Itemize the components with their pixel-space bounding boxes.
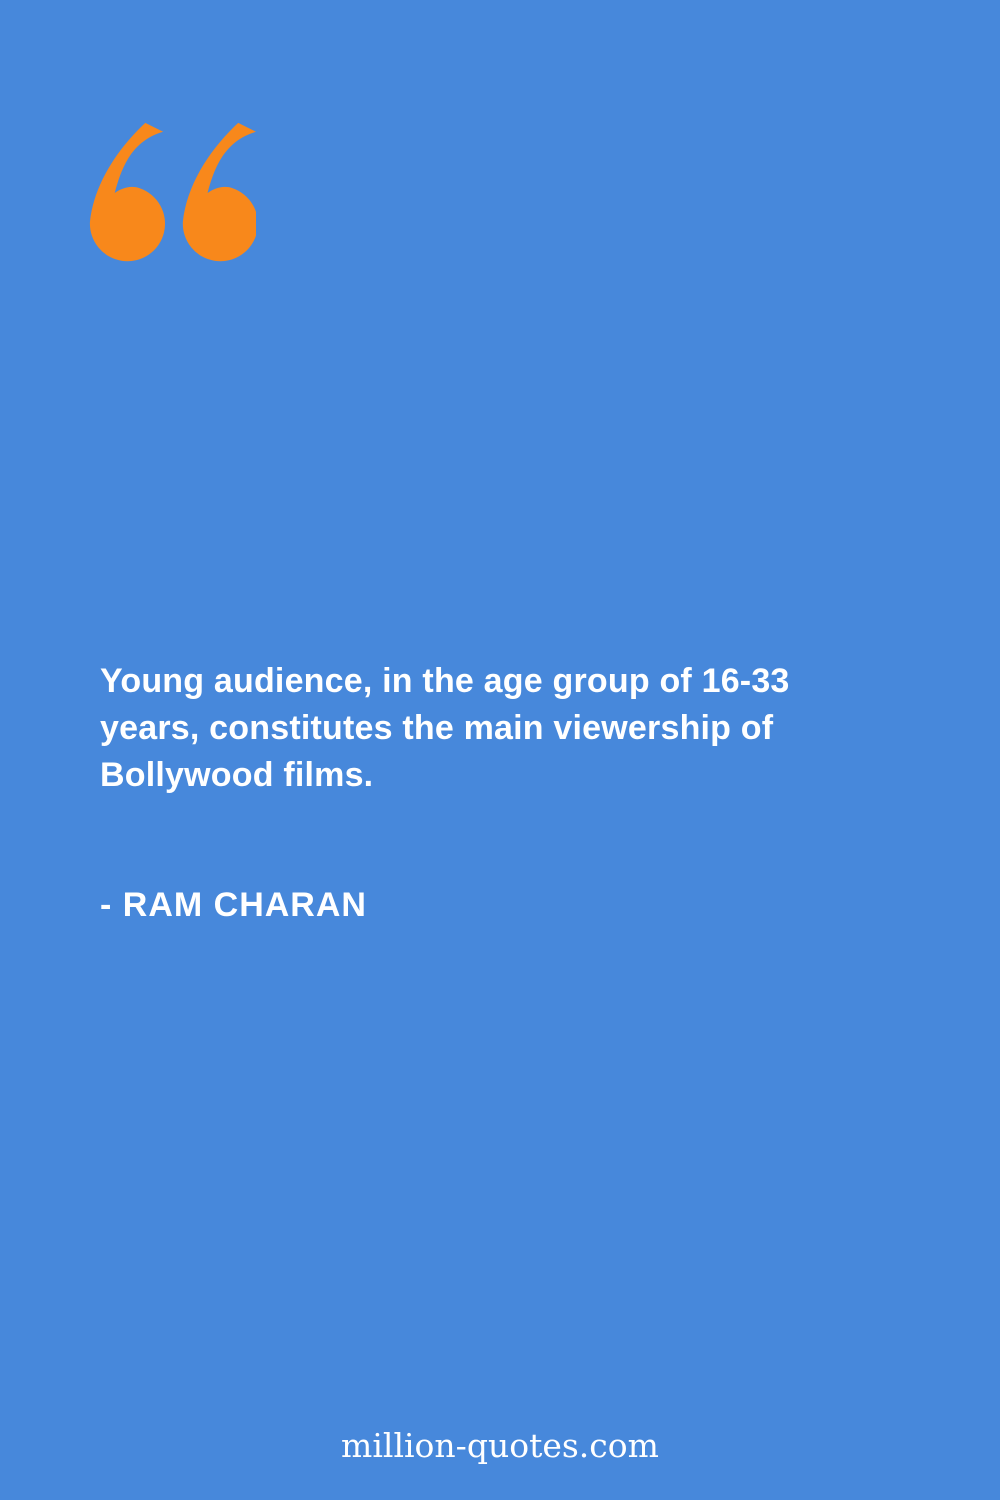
opening-double-quote-icon <box>88 122 256 272</box>
site-name: million-quotes.com <box>341 1426 659 1465</box>
quote-line: Young audience, in the age group of 16-3… <box>100 662 790 700</box>
quote-line: years, constitutes the main viewership o… <box>100 709 774 747</box>
quote-author: - RAM CHARAN <box>100 886 367 924</box>
quote-line: Bollywood films. <box>100 756 374 794</box>
quote-text: Young audience, in the age group of 16-3… <box>100 658 860 799</box>
